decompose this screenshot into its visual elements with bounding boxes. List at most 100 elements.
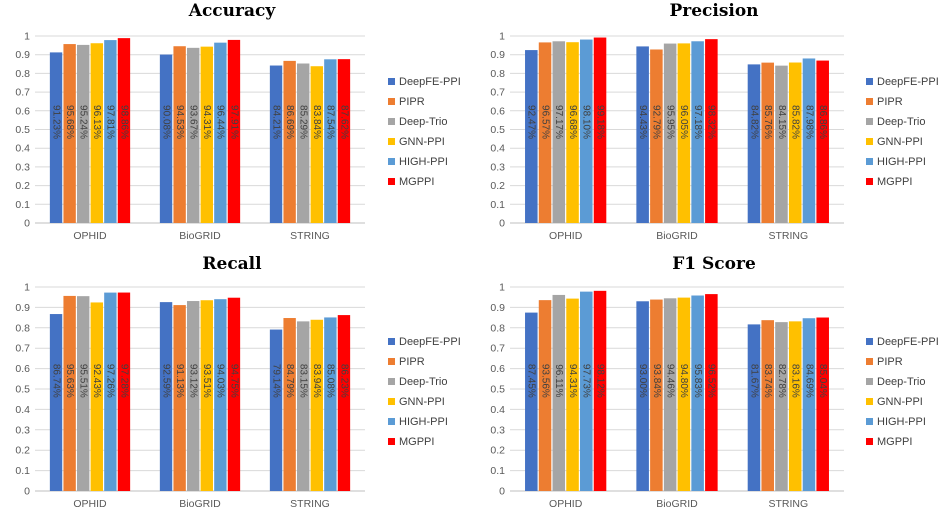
legend-swatch <box>866 358 873 365</box>
category-label: OPHID <box>549 498 583 509</box>
data-label: 96.57% <box>539 105 550 139</box>
data-label: 96.11% <box>553 364 564 397</box>
data-label: 84.15% <box>776 105 787 139</box>
data-label: 98.32% <box>706 105 717 139</box>
y-tick-label: 0.4 <box>490 404 505 416</box>
data-label: 83.84% <box>311 105 322 139</box>
legend-item: GNN-PPI <box>388 396 445 408</box>
bar-mgppi-string <box>337 59 351 223</box>
data-label: 86.86% <box>817 105 828 139</box>
bar-deep-trio-ophid <box>552 294 566 491</box>
legend-label: PIPR <box>399 356 425 368</box>
category-label: STRING <box>768 230 808 242</box>
bar-deep-trio-string <box>297 321 310 491</box>
data-label: 85.76% <box>762 105 773 139</box>
legend-label: HIGH-PPI <box>399 416 448 428</box>
data-label: 95.24% <box>78 105 89 139</box>
data-label: 83.16% <box>790 364 801 398</box>
y-tick-label: 0 <box>499 486 505 498</box>
legend-swatch <box>866 398 873 405</box>
data-label: 99.18% <box>594 105 605 139</box>
bar-high-ppi-string <box>324 59 337 223</box>
y-tick-label: 1 <box>499 31 505 43</box>
data-label: 97.73% <box>581 364 592 398</box>
bar-deep-trio-biogrid <box>663 298 677 491</box>
data-label: 95.63% <box>64 364 75 398</box>
legend-item: HIGH-PPI <box>388 156 448 168</box>
legend-item: GNN-PPI <box>866 136 923 148</box>
category-label: OPHID <box>549 230 583 242</box>
legend-label: Deep-Trio <box>877 376 926 388</box>
category-label: BioGRID <box>656 230 698 242</box>
bar-deepfe-ppi-biogrid <box>159 54 173 223</box>
y-tick-label: 0 <box>24 218 30 230</box>
bar-pipr-biogrid <box>173 46 186 224</box>
chart-title: Accuracy <box>188 1 277 21</box>
bar-deep-trio-string <box>775 322 788 491</box>
legend-swatch <box>388 378 395 385</box>
data-label: 98.10% <box>581 105 592 139</box>
data-label: 91.13% <box>174 364 185 398</box>
y-tick-label: 0.4 <box>15 143 30 155</box>
bar-mgppi-string <box>337 315 351 491</box>
y-tick-label: 0.7 <box>490 87 505 99</box>
data-label: 87.62% <box>338 105 349 139</box>
bar-gnn-ppi-biogrid <box>200 46 213 223</box>
data-label: 81.67% <box>748 364 759 398</box>
data-label: 97.26% <box>105 364 116 398</box>
legend-swatch <box>388 438 395 445</box>
bar-pipr-biogrid <box>650 49 663 224</box>
bar-deepfe-ppi-ophid <box>49 314 63 491</box>
bar-deep-trio-string <box>297 63 310 223</box>
legend-swatch <box>866 158 873 165</box>
data-label: 92.43% <box>91 364 102 398</box>
data-label: 85.29% <box>298 105 309 139</box>
legend-swatch <box>866 418 873 425</box>
category-label: OPHID <box>73 498 107 509</box>
y-tick-label: 0.4 <box>490 143 505 155</box>
legend-label: DeepFE-PPI <box>399 76 461 88</box>
legend-item: Deep-Trio <box>866 376 926 388</box>
legend-label: PIPR <box>877 356 903 368</box>
legend-item: Deep-Trio <box>388 116 448 128</box>
data-label: 96.13% <box>91 105 102 139</box>
bar-deepfe-ppi-string <box>747 324 761 491</box>
category-label: OPHID <box>73 230 107 242</box>
y-tick-label: 1 <box>24 31 30 43</box>
bar-pipr-ophid <box>538 42 552 224</box>
chart-panel: F1 Score 0 0.1 0.2 0.3 0.4 0.5 0.6 0.7 0.8 0.9 1 87.… <box>490 254 938 509</box>
data-label: 95.83% <box>692 364 703 398</box>
legend-item: HIGH-PPI <box>388 416 448 428</box>
legend-label: GNN-PPI <box>399 136 445 148</box>
bar-gnn-ppi-ophid <box>90 302 103 491</box>
data-label: 97.91% <box>228 105 239 139</box>
bar-deepfe-ppi-string <box>747 64 761 223</box>
data-label: 98.12% <box>594 364 605 398</box>
data-label: 92.47% <box>526 105 537 139</box>
data-label: 98.86% <box>118 105 129 139</box>
data-label: 96.44% <box>215 105 226 139</box>
legend-swatch <box>866 138 873 145</box>
chart-panel: Recall 0 0.1 0.2 0.3 0.4 0.5 0.6 0.7 0.8 0.9 1 86.74… <box>15 254 460 509</box>
legend-swatch <box>866 118 873 125</box>
y-tick-label: 0.9 <box>490 49 505 61</box>
data-label: 94.53% <box>174 105 185 139</box>
y-tick-label: 0.1 <box>15 199 30 211</box>
bar-mgppi-string <box>816 317 829 491</box>
y-tick-label: 0.9 <box>15 302 30 314</box>
bar-mgppi-ophid <box>117 38 131 223</box>
bar-pipr-ophid <box>63 295 76 491</box>
legend-swatch <box>866 78 873 85</box>
data-label: 94.43% <box>637 105 648 139</box>
bar-high-ppi-biogrid <box>214 42 227 224</box>
legend-item: PIPR <box>388 356 425 368</box>
data-label: 84.21% <box>270 105 281 139</box>
legend-item: Deep-Trio <box>866 116 926 128</box>
y-tick-label: 0.3 <box>490 424 505 436</box>
legend-swatch <box>388 98 395 105</box>
bar-deep-trio-biogrid <box>187 301 200 491</box>
data-label: 95.51% <box>78 364 89 398</box>
bar-pipr-biogrid <box>650 299 663 491</box>
bar-high-ppi-biogrid <box>691 41 704 223</box>
